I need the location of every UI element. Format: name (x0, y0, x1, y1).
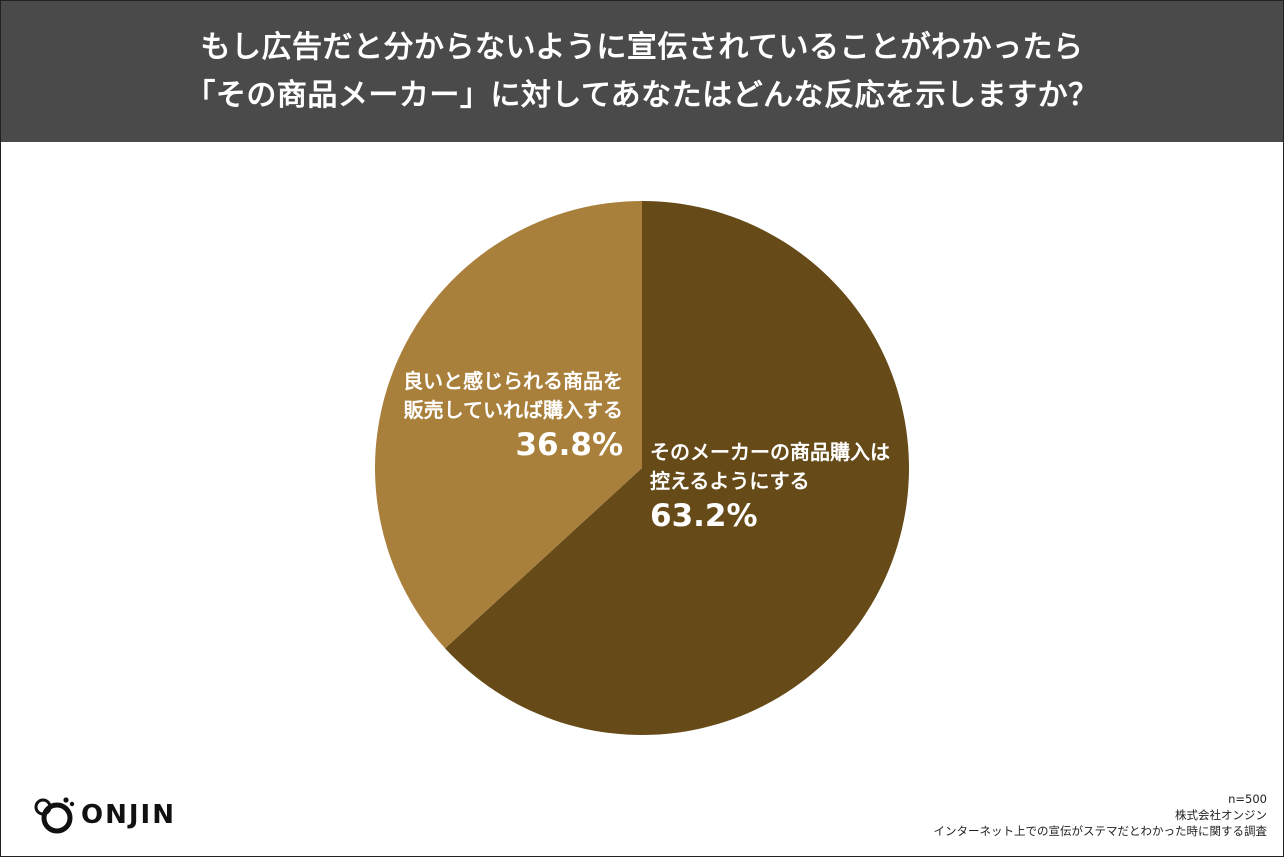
chart-title-line-2: 「その商品メーカー」に対してあなたはどんな反応を示しますか？ (185, 77, 1099, 113)
slice-label-buy-line2: 販売していれば購入する (403, 398, 623, 422)
onjin-logo-icon (34, 797, 75, 834)
onjin-logo: ONJIN (33, 795, 176, 835)
slice-label-avoid: そのメーカーの商品購入は 控えるようにする 63.2% (650, 438, 890, 536)
slice-label-avoid-line1: そのメーカーの商品購入は (650, 440, 890, 464)
company-name: 株式会社オンジン (1175, 808, 1267, 822)
source-note: n=500 株式会社オンジン インターネット上での宣伝がステマだとわかった時に関… (934, 791, 1268, 839)
chart-title-line-1: もし広告だと分からないように宣伝されていることがわかったら (200, 29, 1084, 65)
pie-slice-avoid (445, 201, 909, 735)
slice-value-avoid: 63.2% (650, 498, 758, 534)
sample-size: n=500 (1228, 792, 1267, 806)
pie-slice-buy (374, 201, 642, 649)
slice-label-avoid-line2: 控えるようにする (650, 469, 810, 493)
slice-label-buy: 良いと感じられる商品を 販売していれば購入する 36.8% (403, 367, 623, 465)
slice-label-buy-line1: 良いと感じられる商品を (403, 369, 623, 393)
survey-name: インターネット上での宣伝がステマだとわかった時に関する調査 (933, 824, 1268, 838)
chart-title-banner: もし広告だと分からないように宣伝されていることがわかったら 「その商品メーカー」… (1, 1, 1283, 142)
slice-value-buy: 36.8% (515, 427, 623, 463)
onjin-logo-text: ONJIN (81, 800, 176, 830)
